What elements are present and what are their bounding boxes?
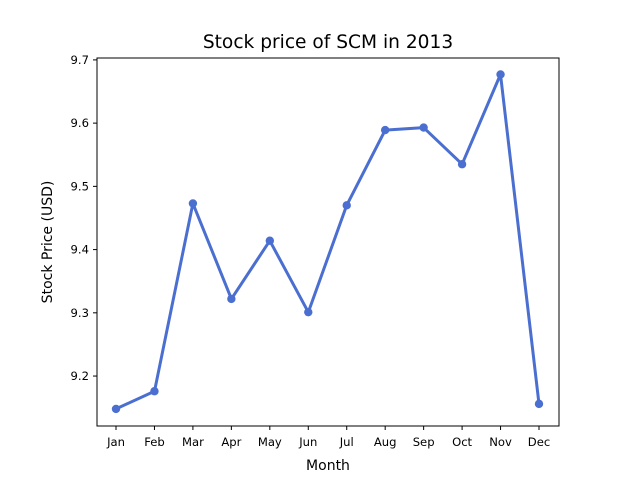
x-tick-label: Feb: [144, 435, 165, 449]
y-tick-label: 9.4: [71, 243, 89, 257]
y-tick-label: 9.2: [71, 369, 89, 383]
data-point: [342, 201, 351, 210]
y-tick-label: 9.3: [71, 306, 89, 320]
data-point: [265, 236, 275, 245]
data-point: [227, 294, 236, 304]
x-tick-label: May: [258, 435, 282, 449]
x-axis-label: Month: [306, 458, 350, 474]
data-point: [419, 123, 428, 132]
y-tick-label: 9.7: [71, 53, 89, 67]
data-point: [150, 387, 159, 396]
chart-title: Stock price of SCM in 2013: [203, 32, 453, 53]
x-tick-label: Oct: [452, 435, 472, 449]
series-layer: [111, 70, 544, 414]
data-point: [380, 125, 390, 135]
x-tick-label: Jan: [106, 435, 125, 449]
data-point: [457, 160, 467, 169]
y-tick-label: 9.5: [71, 179, 89, 193]
plot-frame: [96, 57, 560, 427]
x-tick-label: Nov: [489, 435, 512, 449]
x-tick-label: Apr: [221, 435, 241, 449]
x-tick-label: Aug: [374, 435, 397, 449]
data-point: [496, 70, 505, 79]
x-tick-label: Jun: [298, 435, 317, 449]
data-point: [534, 399, 544, 409]
x-tick-label: Mar: [182, 435, 204, 449]
y-tick-label: 9.6: [71, 116, 89, 130]
x-tick-label: Sep: [413, 435, 435, 449]
y-axis: 9.2 9.3 9.4 9.5 9.6 9.7: [71, 53, 97, 383]
y-axis-label: Stock Price (USD): [40, 181, 56, 304]
series-line: [114, 72, 541, 411]
data-point: [111, 404, 121, 414]
x-tick-label: Jul: [339, 435, 354, 449]
data-point: [188, 199, 198, 208]
x-tick-label: Dec: [528, 435, 550, 449]
x-axis: Jan Feb Mar Apr May Jun Jul Aug Sep Oct Nov Dec: [106, 426, 550, 449]
data-point: [304, 307, 313, 317]
